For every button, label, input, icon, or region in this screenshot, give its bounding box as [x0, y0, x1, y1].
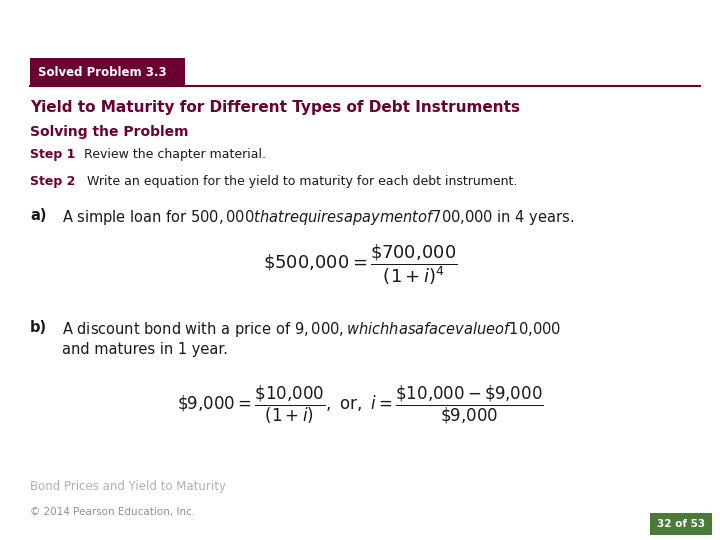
Text: Write an equation for the yield to maturity for each debt instrument.: Write an equation for the yield to matur… [75, 175, 518, 188]
Text: $\$9{,}000 = \dfrac{\$10{,}000}{(1 + i)}, \mathrm{\ or,\ } i = \dfrac{\$10{,}000: $\$9{,}000 = \dfrac{\$10{,}000}{(1 + i)}… [176, 384, 544, 426]
Text: a): a) [30, 208, 47, 223]
Text: A discount bond with a price of $9,000, which has a face value of $10,000: A discount bond with a price of $9,000, … [62, 320, 561, 339]
Text: Review the chapter material.: Review the chapter material. [72, 148, 266, 161]
Text: A simple loan for $500,000 that requires a payment of $700,000 in 4 years.: A simple loan for $500,000 that requires… [62, 208, 574, 227]
Text: © 2014 Pearson Education, Inc.: © 2014 Pearson Education, Inc. [30, 507, 195, 517]
Text: $\$500{,}000 = \dfrac{\$700{,}000}{(1 + i)^{4}}$: $\$500{,}000 = \dfrac{\$700{,}000}{(1 + … [263, 242, 457, 287]
Text: Solving the Problem: Solving the Problem [30, 125, 189, 139]
Bar [650, 513, 712, 535]
Text: Bond Prices and Yield to Maturity: Bond Prices and Yield to Maturity [30, 480, 226, 493]
Text: Step 1: Step 1 [30, 148, 76, 161]
Text: Solved Problem 3.3: Solved Problem 3.3 [38, 65, 166, 78]
Bar [30, 58, 185, 86]
Text: and matures in 1 year.: and matures in 1 year. [62, 342, 228, 357]
Text: b): b) [30, 320, 47, 335]
Text: 32 of 53: 32 of 53 [657, 519, 705, 529]
Text: Step 2: Step 2 [30, 175, 76, 188]
Text: Yield to Maturity for Different Types of Debt Instruments: Yield to Maturity for Different Types of… [30, 100, 520, 115]
